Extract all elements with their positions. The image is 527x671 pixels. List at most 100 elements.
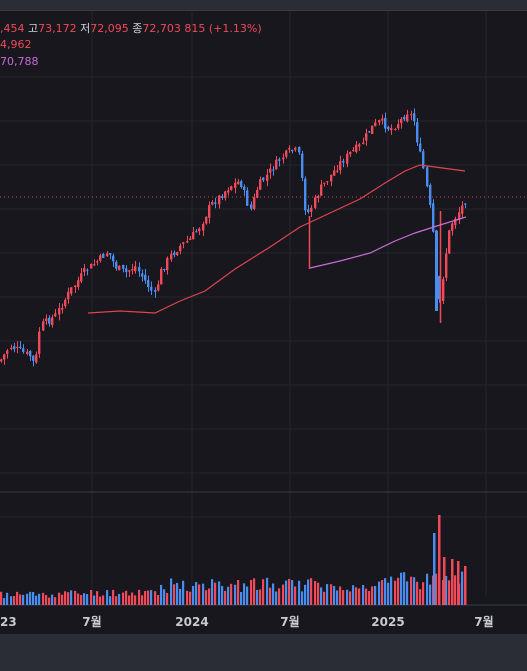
volume-bar	[176, 582, 179, 605]
candle-body	[134, 266, 137, 272]
volume-bar	[384, 578, 387, 605]
candle-body	[176, 252, 179, 256]
volume-bar	[352, 585, 355, 605]
volume-bar	[102, 595, 105, 605]
moving-average-violet	[309, 216, 467, 269]
volume-bar	[272, 583, 275, 605]
volume-bar	[445, 575, 448, 605]
price-chart[interactable]: 23 7월 2024 7월 2025 7월	[0, 11, 527, 634]
x-tick-label: 2025	[371, 615, 404, 629]
candle-body	[326, 181, 329, 183]
volume-bar	[390, 576, 393, 605]
candle-body	[13, 346, 16, 350]
candle-body	[16, 346, 19, 348]
volume-bar	[166, 592, 169, 605]
volume-bar	[16, 591, 19, 605]
candle-body	[387, 126, 390, 130]
volume-bar	[61, 594, 64, 605]
volume-bar	[333, 585, 336, 605]
moving-average-red	[87, 164, 466, 314]
volume-bar	[227, 586, 230, 605]
volume-bar	[246, 586, 249, 605]
volume-bar	[278, 588, 281, 605]
volume-bar	[0, 591, 3, 605]
volume-bar	[451, 559, 454, 605]
volume-bar	[413, 577, 416, 605]
candle-body	[301, 153, 304, 178]
candle-body	[22, 348, 25, 353]
volume-bar	[189, 591, 192, 605]
volume-bar	[378, 581, 381, 605]
candle-body	[400, 118, 403, 124]
volume-bar	[51, 594, 54, 605]
volume-bar	[154, 591, 157, 605]
volume-bar	[38, 593, 41, 605]
spike-candle	[435, 231, 438, 311]
volume-bar	[371, 586, 374, 605]
volume-bar	[339, 586, 342, 605]
chart-area[interactable]: 23 7월 2024 7월 2025 7월 ,454 고73,172 저72,095 종7…	[0, 10, 527, 634]
candle-body	[397, 124, 400, 129]
volume-bar	[250, 580, 253, 605]
volume-bar	[205, 590, 208, 605]
ma-legend-2: 70,788	[0, 55, 39, 68]
candle-body	[54, 313, 57, 317]
x-tick-label: 7월	[82, 614, 101, 629]
candle-body	[259, 179, 262, 190]
candle-body	[250, 204, 253, 209]
candle-body	[189, 238, 192, 240]
volume-bar	[147, 590, 150, 605]
volume-bar	[294, 586, 297, 605]
volume-bar	[259, 589, 262, 605]
volume-bar	[457, 561, 460, 605]
volume-bar	[397, 577, 400, 605]
candle-body	[448, 230, 451, 254]
volume-bar	[461, 571, 464, 605]
volume-bar	[179, 588, 182, 605]
volume-bar	[304, 584, 307, 605]
volume-bar	[433, 533, 436, 605]
volume-bar	[214, 582, 217, 605]
candle-body	[214, 202, 217, 204]
volume-bar	[138, 589, 141, 605]
candle-body	[406, 114, 409, 122]
candle-body	[269, 168, 272, 173]
candle-body	[115, 261, 118, 269]
volume-bar	[10, 596, 13, 605]
candle-body	[333, 170, 336, 176]
candle-body	[426, 167, 429, 187]
candle-body	[432, 203, 435, 232]
candle-body	[323, 182, 326, 184]
x-tick-label: 7월	[474, 614, 493, 629]
volume-bar	[115, 596, 118, 605]
candle-body	[256, 189, 259, 198]
candle-body	[429, 185, 432, 205]
volume-bar	[64, 591, 67, 605]
candle-body	[93, 264, 96, 266]
volume-bar	[419, 589, 422, 605]
volume-bar	[3, 598, 6, 605]
volume-bar	[35, 595, 38, 605]
candle-body	[198, 228, 201, 232]
volume-bar	[326, 584, 329, 605]
volume-bar	[125, 590, 128, 605]
candle-body	[294, 147, 297, 150]
candle-body	[112, 255, 115, 262]
candle-body	[419, 143, 422, 152]
candle-body	[243, 186, 246, 191]
high-label: 고	[28, 22, 39, 35]
volume-bar	[221, 586, 224, 605]
candle-body	[131, 269, 134, 271]
volume-bar	[218, 581, 221, 605]
volume-bar	[170, 578, 173, 605]
volume-bar	[74, 590, 77, 605]
candle-body	[61, 308, 64, 310]
candle-body	[3, 354, 6, 360]
volume-bar	[394, 580, 397, 605]
volume-bar	[224, 591, 227, 605]
ma-legend-1: 4,962	[0, 38, 32, 51]
volume-bar	[298, 580, 301, 605]
candle-body	[138, 267, 141, 272]
volume-bar	[426, 573, 429, 605]
candle-body	[118, 265, 121, 271]
